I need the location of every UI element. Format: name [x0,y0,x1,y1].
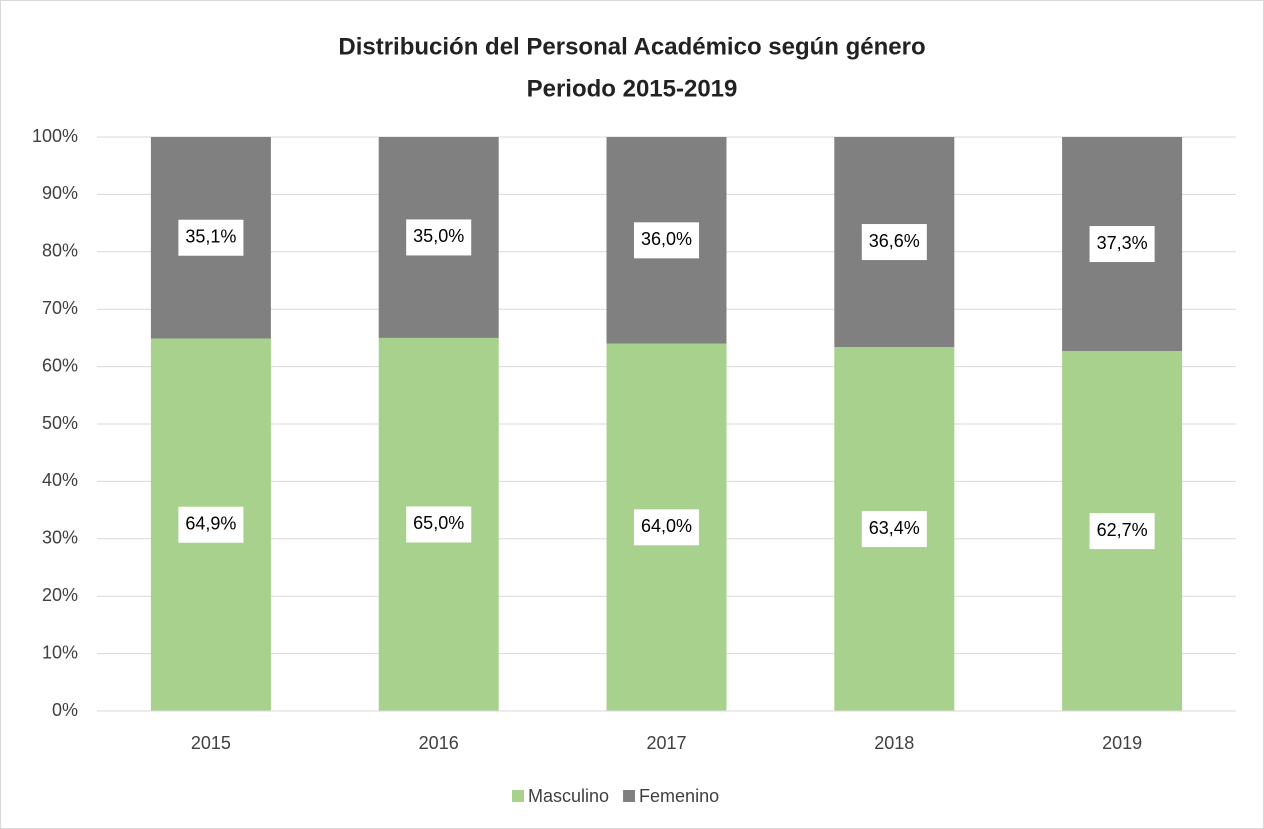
data-label-box [406,219,472,256]
x-tick-label: 2015 [191,733,231,753]
y-tick-label: 60% [42,355,78,375]
data-label: 35,1% [185,226,236,246]
y-tick-label: 30% [42,528,78,548]
data-label-box [1089,513,1155,550]
y-tick-label: 20% [42,585,78,605]
y-tick-label: 100% [32,126,78,146]
data-label: 36,6% [869,231,920,251]
legend-swatch [623,790,636,802]
chart-title: Distribución del Personal Académico segú… [338,33,925,60]
data-label-box [633,509,700,546]
y-tick-label: 90% [42,183,78,203]
x-tick-label: 2019 [1102,733,1142,753]
chart-subtitle: Periodo 2015-2019 [527,75,738,102]
data-label-box [861,224,927,261]
y-tick-label: 40% [42,470,78,490]
x-tick-label: 2016 [419,733,459,753]
y-tick-label: 0% [52,700,78,720]
legend-label: Femenino [639,786,719,806]
data-label: 63,4% [869,518,920,538]
legend-label: Masculino [528,786,609,806]
data-label-box [1089,226,1155,263]
x-tick-label: 2018 [874,733,914,753]
data-label: 37,3% [1097,233,1148,253]
data-label-box [861,511,927,548]
data-label-box [178,219,244,256]
y-tick-label: 50% [42,413,78,433]
y-tick-label: 70% [42,298,78,318]
data-label-box [406,506,472,543]
y-tick-label: 80% [42,241,78,261]
data-label-box [178,506,244,543]
data-label: 64,0% [641,516,692,536]
data-label: 35,0% [413,226,464,246]
x-tick-label: 2017 [646,733,686,753]
data-label: 64,9% [185,513,236,533]
legend-swatch [512,790,524,802]
data-label: 65,0% [413,513,464,533]
y-tick-label: 10% [42,642,78,662]
data-label: 36,0% [641,229,692,249]
data-label-box [633,222,700,259]
data-label: 62,7% [1097,520,1148,540]
